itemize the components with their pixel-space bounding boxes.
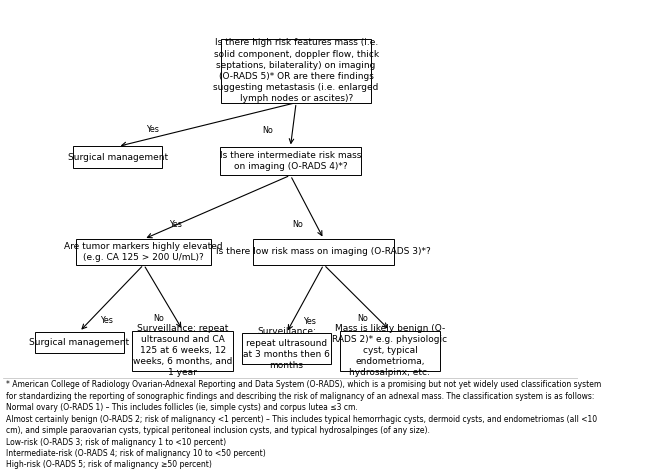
FancyBboxPatch shape [220, 147, 361, 175]
Text: Surveillance:
repeat ultrasound
at 3 months then 6
months: Surveillance: repeat ultrasound at 3 mon… [243, 327, 330, 370]
Text: No: No [153, 315, 164, 324]
FancyBboxPatch shape [221, 39, 371, 103]
FancyBboxPatch shape [339, 330, 440, 371]
Text: Surveillance: repeat
ultrasound and CA
125 at 6 weeks, 12
weeks, 6 months, and
1: Surveillance: repeat ultrasound and CA 1… [133, 324, 232, 377]
FancyBboxPatch shape [73, 147, 163, 168]
Text: Are tumor markers highly elevated
(e.g. CA 125 > 200 U/mL)?: Are tumor markers highly elevated (e.g. … [64, 242, 223, 262]
Text: Mass is likely benign (O-
RADS 2)* e.g. physiologic
cyst, typical
endometrioma,
: Mass is likely benign (O- RADS 2)* e.g. … [333, 324, 448, 377]
Text: * American College of Radiology Ovarian-Adnexal Reporting and Data System (O-RAD: * American College of Radiology Ovarian-… [6, 380, 601, 469]
FancyBboxPatch shape [76, 239, 211, 265]
FancyBboxPatch shape [133, 330, 233, 371]
Text: Yes: Yes [303, 317, 316, 326]
Text: Is there low risk mass on imaging (O-RADS 3)*?: Is there low risk mass on imaging (O-RAD… [216, 248, 431, 257]
Text: No: No [262, 126, 273, 135]
FancyBboxPatch shape [253, 239, 394, 265]
FancyBboxPatch shape [35, 332, 124, 353]
Text: Surgical management: Surgical management [29, 338, 129, 347]
FancyBboxPatch shape [242, 333, 331, 364]
Text: Is there high risk features mass (i.e.
solid component, doppler flow, thick
sept: Is there high risk features mass (i.e. s… [213, 39, 379, 103]
Text: Yes: Yes [146, 126, 159, 135]
Text: No: No [292, 220, 303, 229]
Text: Is there intermediate risk mass
on imaging (O-RADS 4)*?: Is there intermediate risk mass on imagi… [220, 151, 361, 171]
Text: Yes: Yes [169, 220, 182, 229]
Text: Yes: Yes [100, 316, 114, 325]
Text: No: No [357, 315, 368, 324]
Text: Surgical management: Surgical management [68, 153, 168, 162]
